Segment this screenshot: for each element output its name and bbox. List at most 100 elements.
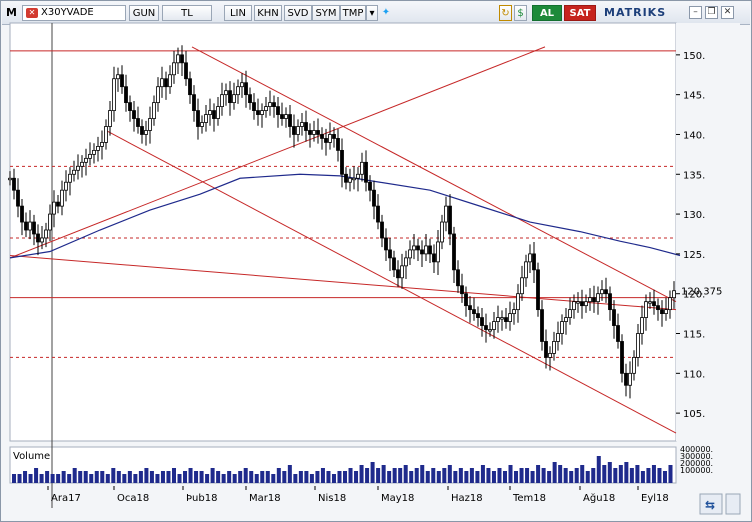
volume-bar (624, 462, 629, 483)
sell-button[interactable]: SAT (564, 5, 596, 21)
candle-body (252, 102, 256, 111)
time-axis (10, 486, 676, 508)
candle-body (388, 249, 392, 259)
volume-bar (370, 462, 375, 483)
candle-body (224, 90, 228, 96)
candle-body (72, 169, 76, 175)
candle-body (304, 122, 308, 131)
y-tick-label: 145. (683, 91, 705, 102)
candle-body (308, 130, 312, 135)
candle-body (364, 161, 368, 183)
volume-bar (436, 471, 441, 483)
volume-bar (458, 468, 463, 483)
candle-body (92, 149, 96, 155)
candle-body (484, 325, 488, 330)
volume-bar (519, 468, 524, 483)
candle-body (12, 177, 16, 191)
candle-body (480, 317, 484, 326)
volume-bar (420, 465, 425, 483)
volume-bar (210, 468, 215, 483)
volume-bar (265, 471, 270, 483)
volume-bar (89, 474, 94, 483)
volume-bar (591, 468, 596, 483)
volume-bar (541, 468, 546, 483)
candle-body (148, 118, 152, 131)
candle-body (96, 146, 100, 151)
window-close-icon[interactable]: ✕ (721, 6, 734, 19)
volume-bar (558, 465, 563, 483)
scroll-right-icon[interactable] (725, 493, 741, 515)
window-restore-icon[interactable]: ❐ (705, 6, 718, 19)
sync-icon[interactable] (699, 493, 723, 515)
dollar-icon[interactable]: $ (514, 5, 527, 21)
candle-body (500, 317, 504, 320)
bar-button[interactable]: SVD (284, 5, 312, 21)
volume-bar (326, 471, 331, 483)
candle-body (272, 102, 276, 108)
volume-bar (491, 471, 496, 483)
candle-body (600, 289, 604, 295)
volume-bar (607, 462, 612, 483)
candle-body (284, 114, 288, 119)
volume-bar (177, 474, 182, 483)
x-tick-label: Oca18 (117, 493, 149, 504)
twitter-icon[interactable]: ✦ (381, 7, 391, 18)
dropdown-arrow-icon[interactable]: ▾ (366, 5, 378, 21)
volume-bar (45, 471, 50, 483)
template-button[interactable]: TMP (340, 5, 366, 21)
volume-bar (613, 468, 618, 483)
line-button[interactable]: LIN (224, 5, 252, 21)
buy-button[interactable]: AL (532, 5, 562, 21)
candle-body (548, 353, 552, 358)
volume-bar (464, 471, 469, 483)
candle-body (52, 201, 56, 215)
candle-body (324, 138, 328, 143)
volume-bar (662, 471, 667, 483)
volume-bar (409, 471, 414, 483)
candle-body (152, 102, 156, 119)
candle-button[interactable]: KHN (254, 5, 282, 21)
volume-bar (376, 468, 381, 483)
candle-body (288, 114, 292, 127)
brand-logo: MATRIKS (604, 6, 667, 19)
volume-bar (563, 468, 568, 483)
currency-button[interactable]: TL (162, 5, 212, 21)
window-minimize-icon[interactable]: – (689, 6, 702, 19)
candle-body (380, 221, 384, 239)
volume-bar (414, 468, 419, 483)
candle-body (100, 142, 104, 147)
volume-bar (381, 465, 386, 483)
candle-body (332, 134, 336, 139)
candle-body (244, 82, 248, 96)
y-tick-label: 150. (683, 51, 705, 62)
volume-tick-label: 400000. (680, 445, 713, 454)
candle-body (160, 78, 164, 88)
candle-body (408, 249, 412, 259)
symbol-button[interactable]: SYM (312, 5, 340, 21)
volume-bar (569, 471, 574, 483)
volume-bar (337, 471, 342, 483)
candle-body (512, 309, 516, 315)
volume-bar (171, 468, 176, 483)
trend-line (191, 46, 677, 303)
candle-body (292, 126, 296, 135)
y-tick-label: 130. (683, 210, 705, 221)
refresh-icon[interactable]: ↻ (499, 5, 512, 21)
volume-bar (629, 468, 634, 483)
last-price-label: 120.375 (681, 287, 722, 298)
candle-body (336, 138, 340, 151)
volume-bar (105, 474, 110, 483)
close-symbol-icon[interactable]: ✕ (26, 8, 38, 18)
candle-body (192, 94, 196, 111)
candle-body (76, 165, 80, 171)
volume-bar (640, 471, 645, 483)
candle-body (436, 241, 440, 263)
candle-body (228, 90, 232, 104)
symbol-selector[interactable]: ✕ X30YVADE (22, 5, 126, 21)
candle-body (536, 269, 540, 311)
volume-bar (271, 474, 276, 483)
candle-body (584, 301, 588, 307)
period-button[interactable]: GUN (129, 5, 159, 21)
candle-body (312, 130, 316, 135)
